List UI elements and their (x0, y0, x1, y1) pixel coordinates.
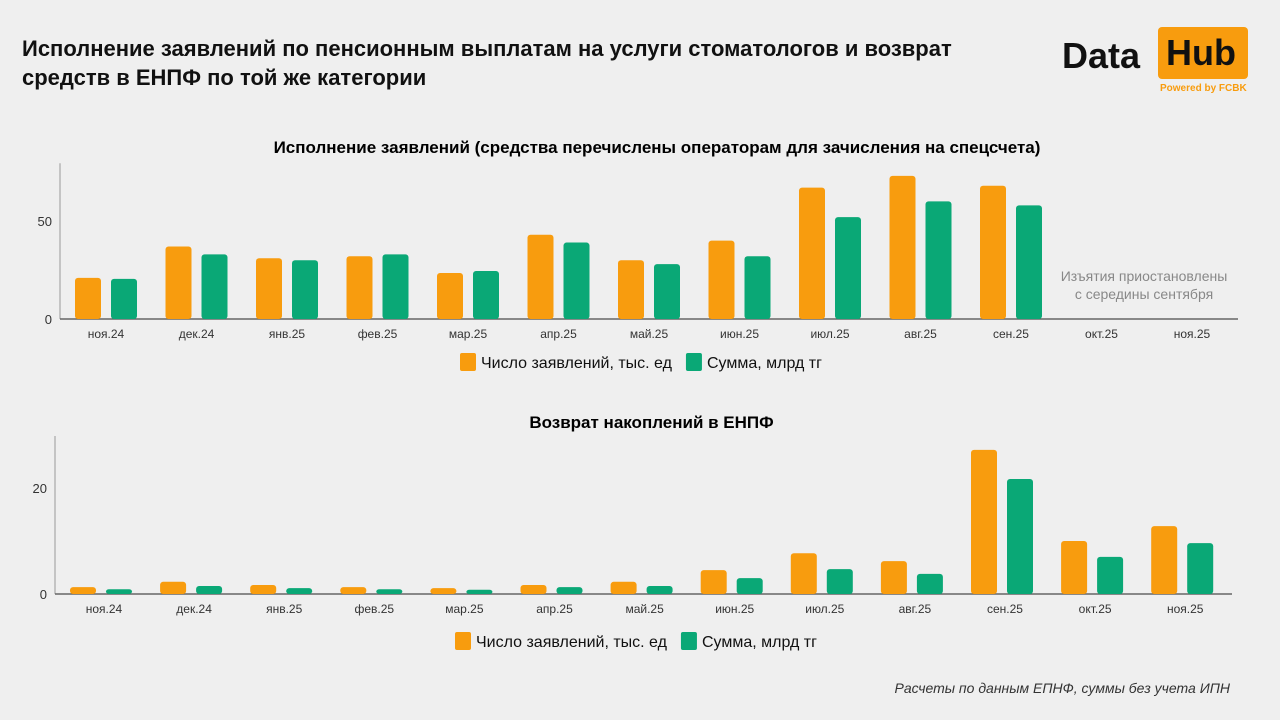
y-tick-label: 20 (33, 481, 47, 496)
bar-count (980, 185, 1006, 319)
bar-count (520, 584, 547, 594)
x-tick-label: дек.24 (179, 327, 215, 341)
bar-count (430, 588, 457, 594)
bar-sum (646, 586, 673, 594)
bar-sum (916, 573, 943, 594)
x-tick-label: ноя.24 (88, 327, 125, 341)
logo-powered: Powered by FCBK (1160, 83, 1247, 94)
logo-data: Data (1062, 35, 1141, 76)
legend-swatch (455, 632, 471, 650)
legend-label: Сумма, млрд тг (702, 634, 817, 651)
y-tick-label: 0 (40, 587, 47, 602)
bar-count (889, 175, 916, 319)
bar-count (971, 449, 997, 594)
bar-count (256, 258, 282, 319)
x-tick-label: янв.25 (269, 327, 306, 341)
bar-sum (286, 588, 313, 594)
x-tick-label: июл.25 (805, 602, 844, 616)
x-tick-label: окт.25 (1085, 327, 1118, 341)
bar-count (75, 277, 101, 319)
bar-sum (654, 264, 680, 319)
bar-count (610, 581, 637, 594)
x-tick-label: апр.25 (540, 327, 577, 341)
footnote: Расчеты по данным ЕПНФ, суммы без учета … (894, 680, 1230, 696)
bar-count (1061, 541, 1088, 594)
x-tick-label: сен.25 (993, 327, 1029, 341)
x-tick-label: дек.24 (176, 602, 212, 616)
bar-count (799, 187, 825, 319)
x-tick-label: июн.25 (720, 327, 759, 341)
bar-count (346, 256, 373, 319)
x-tick-label: мар.25 (445, 602, 484, 616)
bar-sum (1007, 478, 1033, 594)
annotation: Изъятия приостановлены (1061, 268, 1228, 284)
legend-swatch (685, 353, 702, 371)
x-tick-label: окт.25 (1079, 602, 1112, 616)
bar-count (708, 240, 735, 319)
bar-sum (835, 217, 861, 319)
bar-sum (106, 589, 132, 594)
bar-sum (201, 254, 228, 319)
x-tick-label: апр.25 (536, 602, 573, 616)
bar-count (700, 570, 727, 594)
bar-count (340, 587, 367, 594)
x-tick-label: фев.25 (354, 602, 394, 616)
y-tick-label: 0 (45, 312, 52, 327)
bar-count (880, 561, 907, 594)
bar-sum (466, 589, 493, 594)
page-title: Исполнение заявлений по пенсионным выпла… (22, 36, 952, 90)
x-tick-label: июн.25 (715, 602, 754, 616)
bar-count (527, 234, 554, 319)
legend-label: Сумма, млрд тг (707, 355, 822, 372)
bar-count (250, 584, 277, 594)
x-tick-label: фев.25 (358, 327, 398, 341)
x-tick-label: май.25 (630, 327, 669, 341)
legend-swatch (460, 353, 476, 371)
bar-sum (1187, 543, 1214, 594)
bar-count (437, 272, 463, 319)
bar-count (618, 260, 644, 319)
bar-sum (1016, 205, 1042, 319)
bar-sum (111, 278, 137, 319)
y-tick-label: 50 (38, 214, 52, 229)
bar-sum (382, 254, 409, 319)
x-tick-label: янв.25 (266, 602, 303, 616)
x-tick-label: авг.25 (904, 327, 937, 341)
x-tick-label: ноя.25 (1167, 602, 1204, 616)
bar-count (1151, 526, 1178, 594)
bar-sum (556, 587, 583, 594)
bar-sum (925, 201, 952, 319)
x-tick-label: май.25 (625, 602, 664, 616)
bar-sum (376, 589, 403, 594)
x-tick-label: авг.25 (899, 602, 932, 616)
bar-count (70, 587, 96, 594)
bar-sum (563, 242, 590, 319)
bar-count (160, 581, 187, 594)
annotation: с середины сентября (1075, 286, 1213, 302)
x-tick-label: июл.25 (810, 327, 849, 341)
x-tick-label: ноя.24 (86, 602, 123, 616)
legend-swatch (680, 632, 697, 650)
bar-sum (292, 260, 318, 319)
logo-hub: Hub (1158, 27, 1248, 79)
bar-sum (744, 256, 771, 319)
bar-count (165, 246, 192, 319)
bar-sum (473, 270, 499, 319)
legend-label: Число заявлений, тыс. ед (481, 355, 673, 372)
bar-sum (196, 586, 223, 594)
bar-count (790, 553, 817, 594)
bar-sum (826, 569, 853, 594)
bar-sum (736, 578, 763, 594)
x-tick-label: сен.25 (987, 602, 1023, 616)
legend-label: Число заявлений, тыс. ед (476, 634, 668, 651)
x-tick-label: ноя.25 (1174, 327, 1211, 341)
bar-sum (1097, 556, 1124, 594)
chart-title: Возврат накоплений в ЕНПФ (529, 413, 773, 432)
x-tick-label: мар.25 (449, 327, 488, 341)
chart-title: Исполнение заявлений (средства перечисле… (274, 138, 1041, 157)
